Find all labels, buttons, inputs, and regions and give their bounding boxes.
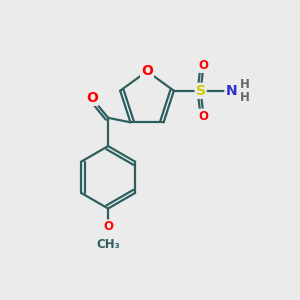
Text: O: O xyxy=(141,64,153,78)
Text: O: O xyxy=(103,220,113,233)
Text: H: H xyxy=(240,91,250,104)
Text: O: O xyxy=(198,59,208,72)
Text: O: O xyxy=(198,110,208,122)
Text: N: N xyxy=(225,84,237,98)
Text: S: S xyxy=(196,84,206,98)
Text: CH₃: CH₃ xyxy=(96,238,120,251)
Text: O: O xyxy=(86,91,98,105)
Text: H: H xyxy=(240,78,250,91)
